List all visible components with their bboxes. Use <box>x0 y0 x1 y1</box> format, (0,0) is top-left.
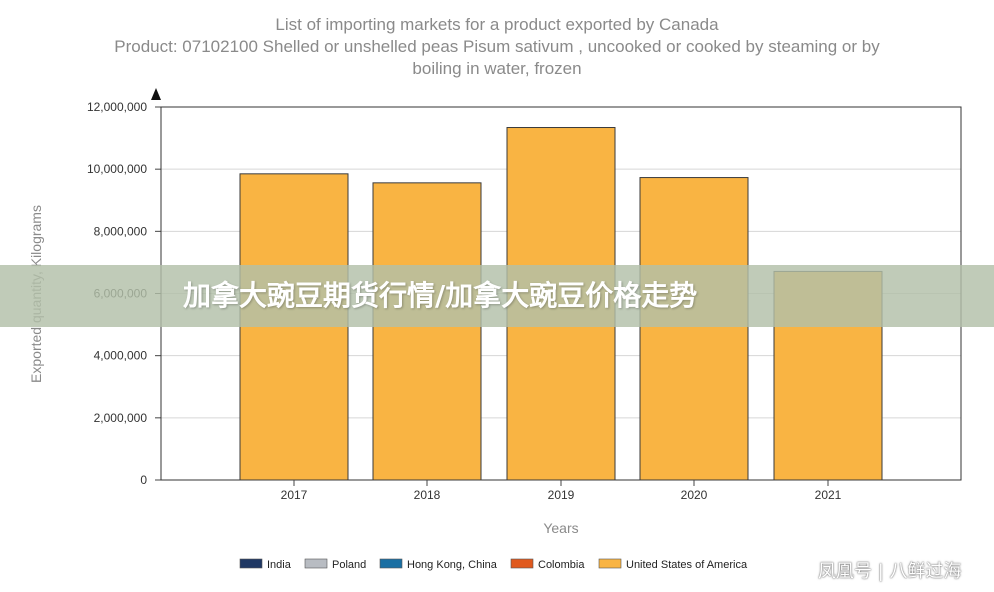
y-tick-label: 12,000,000 <box>87 100 147 114</box>
x-tick-label: 2017 <box>281 488 308 502</box>
watermark: 凤凰号 | 八鲜过海 <box>818 561 962 582</box>
bar-2018 <box>372 182 482 481</box>
legend-label: United States of America <box>626 559 748 571</box>
legend-label: India <box>267 559 292 571</box>
x-axis-label: Years <box>543 520 578 536</box>
y-tick-label: 2,000,000 <box>94 411 148 425</box>
legend-swatch <box>510 558 534 569</box>
legend-label: Hong Kong, China <box>407 559 498 571</box>
legend-label: Colombia <box>538 559 585 571</box>
x-tick-label: 2021 <box>815 488 842 502</box>
bar-2020 <box>639 177 749 481</box>
legend-swatch <box>379 558 403 569</box>
chart-title: List of importing markets for a product … <box>275 15 719 34</box>
legend-swatch <box>239 558 263 569</box>
chart-subtitle-line-1: Product: 07102100 Shelled or unshelled p… <box>114 37 880 56</box>
y-axis-arrow <box>151 88 161 100</box>
chart-subtitle-line-2: boiling in water, frozen <box>412 59 582 78</box>
legend-swatch <box>598 558 622 569</box>
y-tick-label: 4,000,000 <box>94 349 148 363</box>
overlay-banner: 加拿大豌豆期货行情/加拿大豌豆价格走势 <box>0 265 994 327</box>
y-tick-label: 0 <box>140 473 147 487</box>
legend-label: Poland <box>332 559 366 571</box>
x-tick-label: 2020 <box>681 488 708 502</box>
legend-swatch <box>304 558 328 569</box>
y-tick-label: 8,000,000 <box>94 224 148 238</box>
x-tick-label: 2019 <box>548 488 575 502</box>
y-tick-label: 10,000,000 <box>87 162 147 176</box>
x-tick-label: 2018 <box>414 488 441 502</box>
banner-title: 加拿大豌豆期货行情/加拿大豌豆价格走势 <box>183 279 698 312</box>
